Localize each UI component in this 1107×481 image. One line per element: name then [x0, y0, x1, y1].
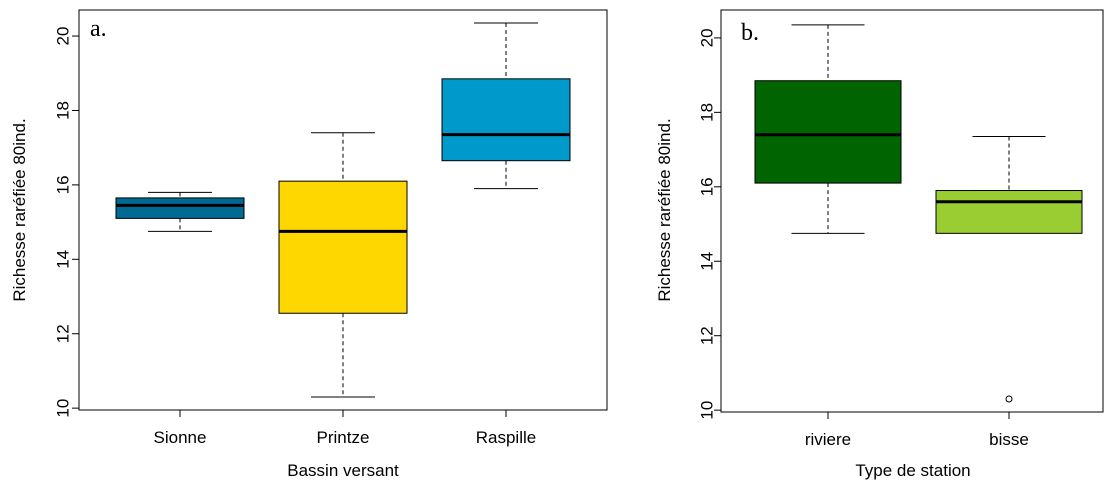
- y-tick-label: 10: [54, 399, 73, 418]
- box-group: [115, 22, 571, 398]
- box-bisse: [935, 136, 1083, 403]
- x-tick-label: Sionne: [154, 428, 207, 447]
- y-axis-title: Richesse raréfiée 80ind.: [10, 118, 29, 301]
- x-axis: riviere bisse: [805, 412, 1029, 449]
- outlier-point: [1005, 395, 1013, 403]
- y-tick-label: 18: [54, 101, 73, 120]
- box-body: [278, 180, 408, 314]
- chart-panel-a: 10 12 14 16 18 20 Sionne Printze Raspille a. Ba…: [10, 9, 608, 480]
- y-tick-label: 18: [698, 103, 717, 122]
- panel-label: b.: [741, 20, 759, 46]
- y-tick-label: 14: [698, 252, 717, 271]
- y-axis: 10 12 14 16 18 20: [54, 27, 79, 418]
- y-tick-label: 16: [698, 177, 717, 196]
- y-tick-label: 14: [54, 250, 73, 269]
- box-riviere: [754, 24, 902, 234]
- y-tick-label: 20: [698, 28, 717, 47]
- y-tick-label: 16: [54, 175, 73, 194]
- y-tick-label: 12: [698, 326, 717, 345]
- x-tick-label: bisse: [989, 430, 1029, 449]
- box-raspille: [441, 22, 571, 190]
- x-tick-label: Raspille: [476, 428, 536, 447]
- x-axis: Sionne Printze Raspille: [154, 410, 536, 447]
- box-body: [441, 78, 571, 162]
- x-tick-label: Printze: [317, 428, 370, 447]
- x-tick-label: riviere: [805, 430, 851, 449]
- box-body: [754, 80, 902, 184]
- x-axis-title: Bassin versant: [287, 461, 399, 480]
- plot-frame: [720, 9, 1104, 413]
- panel-label: a.: [90, 16, 107, 42]
- y-axis-title: Richesse raréfiée 80ind.: [655, 118, 674, 301]
- y-axis: 10 12 14 16 18 20: [698, 28, 721, 420]
- y-tick-label: 12: [54, 324, 73, 343]
- chart-panel-b: 10 12 14 16 18 20 riviere bisse b. Type de sta…: [655, 9, 1104, 480]
- box-printze: [278, 132, 408, 398]
- y-tick-label: 20: [54, 27, 73, 46]
- box-body: [935, 190, 1083, 234]
- box-group: [754, 24, 1083, 403]
- x-axis-title: Type de station: [855, 461, 970, 480]
- box-body: [115, 197, 245, 219]
- y-tick-label: 10: [698, 401, 717, 420]
- box-sionne: [115, 191, 245, 232]
